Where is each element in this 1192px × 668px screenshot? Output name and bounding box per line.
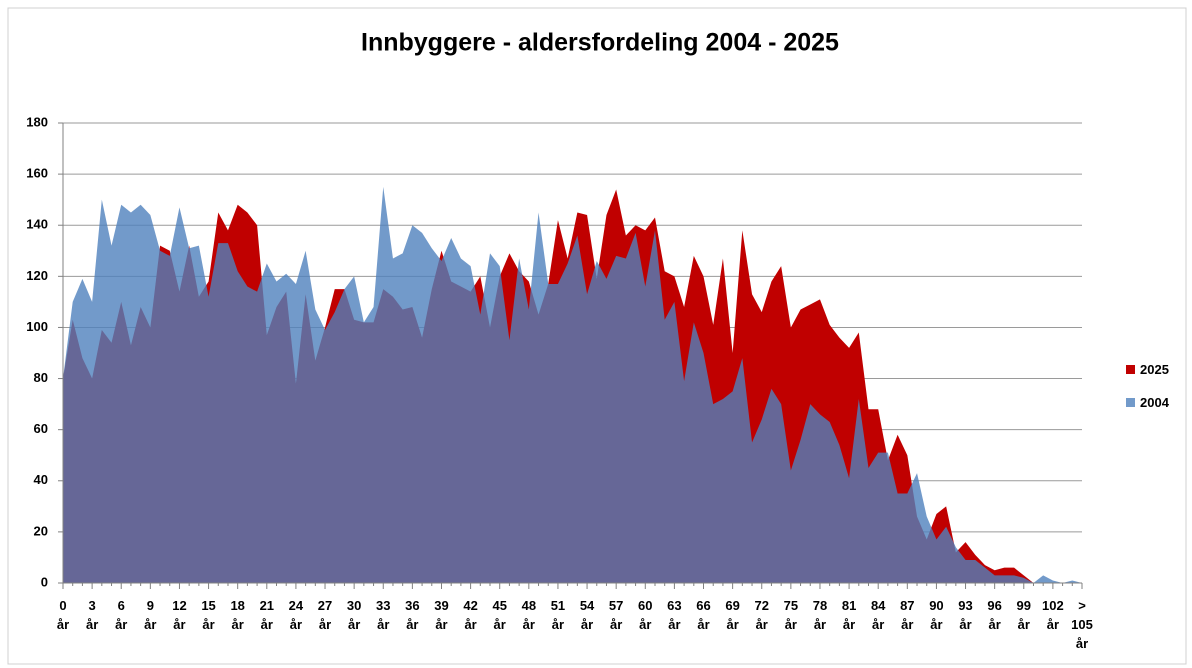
x-tick-label: 42 år — [463, 598, 478, 632]
x-tick-label: 93 år — [958, 598, 973, 632]
x-tick-label: 9 år — [144, 598, 157, 632]
y-tick-label: 120 — [26, 268, 48, 283]
x-tick-label: 78 år — [812, 598, 828, 632]
y-tick-label: 100 — [26, 319, 48, 334]
y-tick-label: 80 — [34, 370, 48, 385]
x-tick-label: 87 år — [900, 598, 915, 632]
area-2004 — [63, 186, 1082, 583]
y-tick-label: 0 — [41, 574, 48, 589]
chart-title: Innbyggere - aldersfordeling 2004 - 2025 — [361, 29, 839, 57]
legend-item: 2025 — [1126, 362, 1169, 377]
x-tick-label: 99 år — [1016, 598, 1031, 632]
y-tick-label: 180 — [26, 114, 48, 129]
x-tick-label: 63 år — [667, 598, 682, 632]
legend-item: 2004 — [1126, 395, 1169, 410]
x-tick-label: 3 år — [85, 598, 99, 632]
x-tick-label: 0 år — [56, 598, 70, 632]
x-tick-label: 75 år — [783, 598, 799, 632]
x-tick-label: 84 år — [870, 598, 886, 632]
x-tick-label: 6 år — [115, 598, 128, 632]
x-tick-label: 18 år — [230, 598, 245, 632]
y-tick-label: 60 — [34, 421, 48, 436]
y-tick-label: 20 — [34, 523, 48, 538]
x-tick-label: 57 år — [608, 598, 624, 632]
x-tick-label: 24 år — [288, 598, 304, 632]
legend-swatch — [1126, 365, 1135, 374]
x-tick-label: 33 år — [376, 598, 391, 632]
x-tick-label: 81 år — [841, 598, 857, 632]
x-tick-label: 54 år — [579, 598, 595, 632]
x-tick-label: 96 år — [987, 598, 1002, 632]
x-tick-label: 48 år — [521, 598, 537, 632]
y-tick-label: 40 — [34, 472, 48, 487]
x-tick-label: 72 år — [754, 598, 769, 632]
x-tick-label: 51 år — [550, 598, 566, 632]
x-tick-label: 15 år — [201, 598, 216, 632]
x-tick-label: 102 år — [1042, 598, 1064, 632]
x-tick-label: 60 år — [638, 598, 653, 632]
x-tick-label: 27 år — [317, 598, 333, 632]
x-tick-label: 45 år — [492, 598, 507, 632]
x-tick-label: 90 år — [929, 598, 944, 632]
x-tick-label: 69 år — [725, 598, 740, 632]
legend-label: 2025 — [1140, 362, 1169, 377]
x-tick-label: > 105 år — [1071, 598, 1093, 651]
x-tick-label: 39 år — [434, 598, 449, 632]
x-tick-label: 66 år — [696, 598, 711, 632]
legend-label: 2004 — [1140, 395, 1169, 410]
y-tick-label: 160 — [26, 166, 48, 181]
x-tick-label: 36 år — [405, 598, 420, 632]
x-tick-label: 30 år — [346, 598, 362, 632]
x-tick-label: 21 år — [259, 598, 275, 632]
y-tick-label: 140 — [26, 217, 48, 232]
legend-swatch — [1126, 398, 1135, 407]
x-tick-label: 12 år — [172, 598, 187, 632]
